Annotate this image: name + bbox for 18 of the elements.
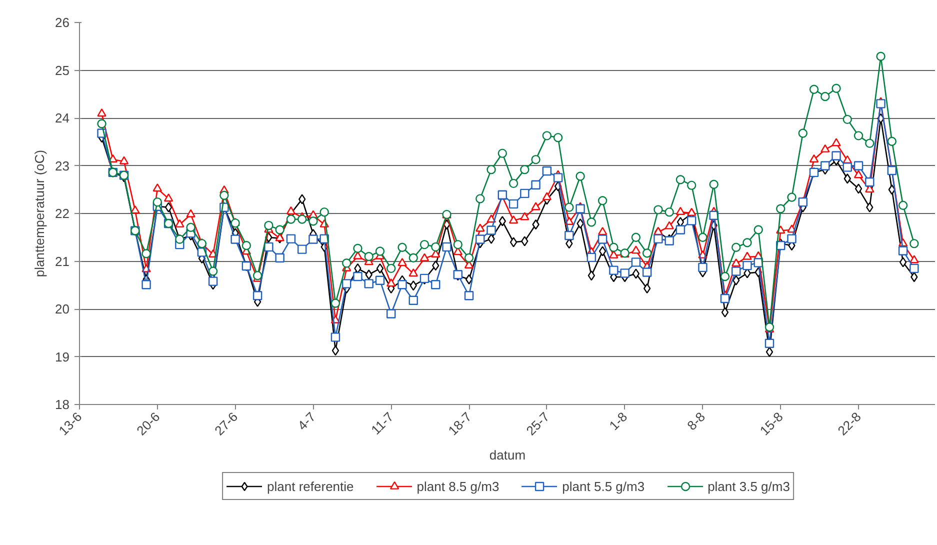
y-tick-label: 25 <box>55 62 70 78</box>
y-tick-label: 20 <box>55 302 70 316</box>
y-axis-title: planttemperatuur (oC) <box>32 150 48 278</box>
x-axis-title: datum <box>489 447 526 462</box>
y-tick-label: 23 <box>55 158 70 174</box>
legend-label: plant 5.5 g/m3 <box>562 478 645 494</box>
legend-label: plant referentie <box>267 478 354 494</box>
x-tick-label: 8-8 <box>684 409 708 434</box>
x-tick-label: 1-8 <box>606 409 630 434</box>
y-tick-label: 18 <box>55 397 70 412</box>
y-tick-label: 22 <box>55 206 70 221</box>
legend-label: plant 8.5 g/m3 <box>416 478 500 494</box>
y-tick-label: 21 <box>55 254 70 269</box>
legend-label: plant 3.5 g/m3 <box>708 478 790 494</box>
y-tick-label: 24 <box>55 110 70 126</box>
y-tick-label: 26 <box>55 15 70 30</box>
y-tick-label: 19 <box>55 349 70 364</box>
x-tick-label: 4-7 <box>294 409 319 434</box>
